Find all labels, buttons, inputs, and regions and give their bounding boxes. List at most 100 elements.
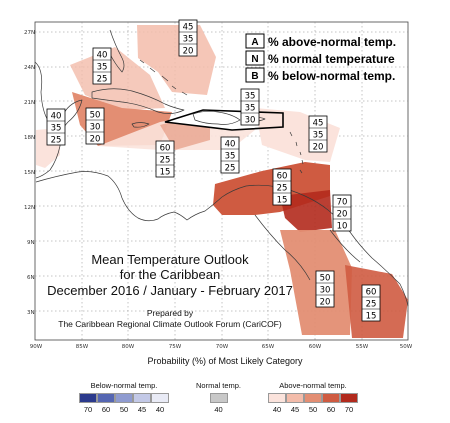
prob-normal: 35: [51, 124, 62, 134]
colorbar-above-values: 40 45 50 60 70: [268, 405, 358, 414]
lat-labels: 27N 24N 21N 18N 15N 12N 9N 6N 3N: [24, 30, 35, 316]
colorbar-below-swatch: [97, 393, 115, 403]
colorbar-below: Below-normal temp. 70 60 50 45 40: [79, 381, 169, 414]
lon-tick: 75W: [169, 344, 182, 350]
colorbar-normal: Normal temp. 40: [196, 381, 241, 414]
region-trinidad-fill: [280, 190, 332, 232]
colorbar-normal-swatch: [209, 393, 228, 403]
prob-box-hispaniola: 35 35 30: [240, 88, 260, 126]
prob-below: 25: [51, 136, 62, 146]
key-text-normal: % normal temperature: [268, 52, 395, 66]
colorbar-normal-swatches: [196, 393, 241, 403]
colorbar-below-value: 50: [119, 405, 129, 414]
prob-above: 45: [313, 119, 324, 129]
key-text-below: % below-normal temp.: [268, 69, 395, 83]
colorbar-above-swatch: [304, 393, 322, 403]
prob-below: 10: [337, 222, 348, 232]
colorbar-above-value: 60: [326, 405, 336, 414]
colorbar-below-swatch: [115, 393, 133, 403]
prob-normal: 30: [90, 123, 101, 133]
jamaica-island: [131, 122, 150, 128]
prob-above: 40: [225, 140, 236, 150]
colorbar-below-label: Below-normal temp.: [90, 381, 158, 390]
prob-above: 35: [245, 92, 256, 102]
colorbar-below-value: 40: [155, 405, 165, 414]
prob-box-bahamas: 45 35 20: [178, 19, 198, 57]
prob-below: 20: [320, 298, 331, 308]
colorbar-below-value: 45: [137, 405, 147, 414]
colorbar-below-value: 60: [101, 405, 111, 414]
prob-above: 50: [90, 111, 101, 121]
lon-tick: 60W: [309, 344, 322, 350]
colorbar-above: Above-normal temp. 40 45 50 60 70: [268, 381, 358, 414]
category-key: A % above-normal temp. N % normal temper…: [245, 33, 396, 83]
lat-tick: 18N: [24, 135, 35, 141]
prob-box-jamaica: 50 30 20: [85, 107, 105, 145]
prob-normal: 25: [366, 300, 377, 310]
prob-above: 60: [160, 144, 171, 154]
colorbar-above-value: 70: [344, 405, 354, 414]
prob-normal: 35: [225, 152, 236, 162]
prob-below: 15: [277, 196, 288, 206]
colorbar-normal-values: 40: [196, 405, 241, 414]
prob-above: 60: [366, 288, 377, 298]
prob-below: 15: [160, 168, 171, 178]
prob-below: 30: [245, 116, 256, 126]
prob-normal: 35: [183, 35, 194, 45]
prob-normal: 25: [160, 156, 171, 166]
key-text-above: % above-normal temp.: [268, 35, 396, 49]
prob-box-trinidad: 70 20 10: [332, 194, 352, 232]
prob-normal: 35: [97, 63, 108, 73]
prob-above: 45: [183, 23, 194, 33]
prob-box-leeward: 45 35 20: [308, 115, 328, 153]
lon-tick: 50W: [400, 344, 413, 350]
lat-tick: 9N: [27, 240, 35, 246]
prob-normal: 35: [313, 131, 324, 141]
prob-box-guyana: 50 30 20: [315, 270, 335, 308]
prob-below: 20: [90, 135, 101, 145]
region-hispaniola-outline: [164, 109, 284, 131]
prob-box-puerto-rico: 40 35 25: [220, 136, 240, 174]
colorbar-above-swatch: [286, 393, 304, 403]
venezuela-interior: [254, 214, 361, 281]
key-letter-b: B: [251, 71, 258, 82]
map-title-line-3: December 2016 / January - February 2017: [47, 283, 293, 298]
prob-above: 60: [277, 172, 288, 182]
key-letter-a: A: [251, 37, 258, 48]
mexico-coast: [34, 61, 83, 179]
prob-box-cuba-north: 40 35 25: [92, 47, 112, 85]
key-letter-n: N: [251, 54, 258, 65]
prob-below: 20: [313, 143, 324, 153]
prob-box-central-sea: 60 25 15: [155, 140, 175, 178]
prob-below: 20: [183, 47, 194, 57]
lat-tick: 24N: [24, 65, 35, 71]
prob-above: 40: [97, 51, 108, 61]
colorbar-below-values: 70 60 50 45 40: [79, 405, 169, 414]
colorbar-above-label: Above-normal temp.: [279, 381, 347, 390]
prepared-by: Prepared by: [147, 308, 194, 318]
outlook-map: 27N 24N 21N 18N 15N 12N 9N 6N 3N 90W 85W…: [24, 19, 413, 350]
prob-normal: 20: [337, 210, 348, 220]
colorbar-above-value: 50: [308, 405, 318, 414]
map-title-line-2: for the Caribbean: [120, 267, 220, 282]
cuba-outline: [91, 88, 185, 114]
prob-above: 40: [51, 112, 62, 122]
lon-tick: 85W: [76, 344, 89, 350]
prob-box-abc: 60 25 15: [272, 168, 292, 206]
colorbar-above-value: 40: [272, 405, 282, 414]
central-america-coast: [35, 171, 223, 222]
map-title-block: Mean Temperature Outlook for the Caribbe…: [47, 252, 293, 329]
coastlines: [34, 29, 409, 307]
colorbar-above-swatches: [268, 393, 358, 403]
florida-outline: [109, 29, 125, 73]
colorbar-above-value: 45: [290, 405, 300, 414]
prob-below: 25: [97, 75, 108, 85]
prepared-org: The Caribbean Regional Climate Outlook F…: [58, 319, 282, 329]
lat-tick: 27N: [24, 30, 35, 36]
colorbar-below-swatch: [79, 393, 97, 403]
bahamas-islands: [139, 59, 188, 96]
lat-tick: 3N: [27, 310, 35, 316]
colorbar-below-value: 70: [83, 405, 93, 414]
prob-normal: 35: [245, 104, 256, 114]
lon-tick: 80W: [122, 344, 135, 350]
